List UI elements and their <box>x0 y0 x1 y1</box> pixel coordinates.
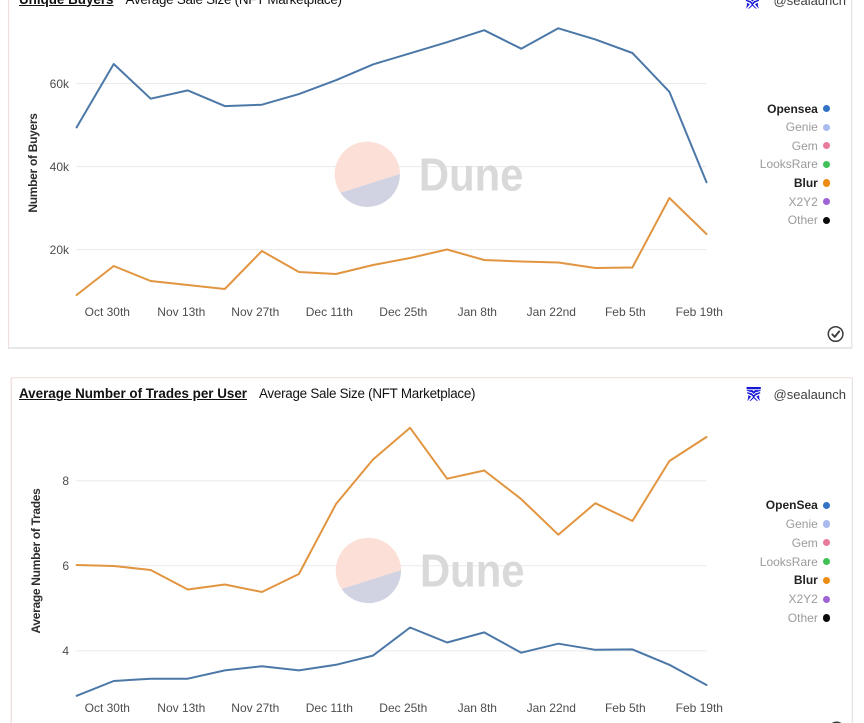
svg-text:Dune: Dune <box>419 149 524 201</box>
svg-text:Dune: Dune <box>420 545 525 597</box>
